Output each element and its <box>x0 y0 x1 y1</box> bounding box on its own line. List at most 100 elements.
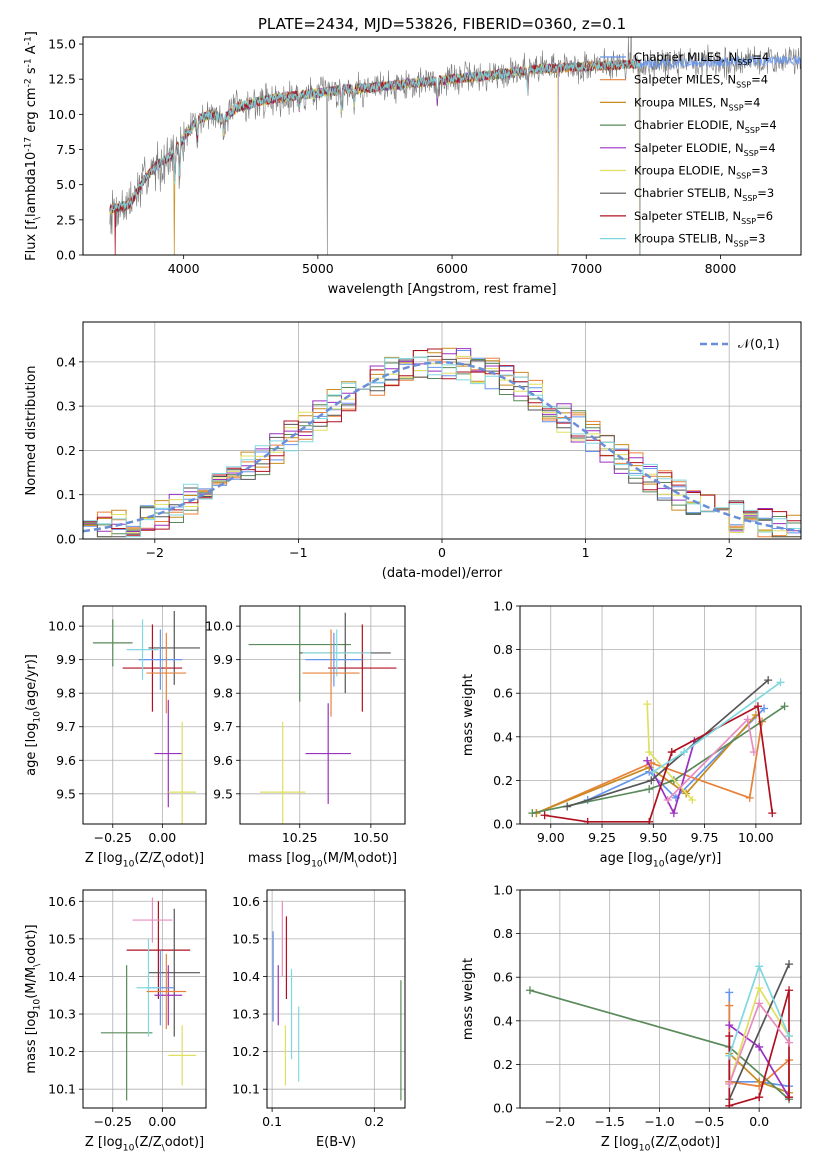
y-tick-label: 0.0 <box>56 532 76 547</box>
y-tick-label: 10.6 <box>48 894 76 909</box>
y-tick-label: 10.0 <box>205 619 233 634</box>
weight-marker <box>688 796 697 805</box>
x-axis-label: Z [log10(Z/Z\odot)] <box>85 851 204 870</box>
x-tick-label: 0.2 <box>364 1114 384 1129</box>
legend-entry: Chabrier ELODIE, NSSP=4 <box>634 118 777 135</box>
plot-area <box>525 960 794 1108</box>
errorbar-point <box>302 629 371 677</box>
x-tick-label: −0.25 <box>94 830 132 845</box>
x-axis-label: Z [log10(Z/Z\odot)] <box>85 1135 204 1154</box>
y-tick-label: 10.2 <box>48 1044 76 1059</box>
y-tick-label: 1.0 <box>493 599 513 614</box>
grid <box>267 890 405 1108</box>
weight-marker <box>528 809 537 818</box>
y-tick-label: 7.5 <box>56 142 76 157</box>
y-tick-label: 0.2 <box>56 443 76 458</box>
weight-marker <box>725 1032 734 1041</box>
y-tick-label: 0.4 <box>493 1013 513 1028</box>
weight-marker <box>745 793 754 802</box>
weight-marker <box>725 1051 734 1060</box>
x-tick-label: 1 <box>582 545 590 560</box>
y-tick-label: 10.0 <box>48 107 76 122</box>
errorbar-point <box>248 606 351 702</box>
y-axis-label: Normed distribution <box>24 366 39 496</box>
y-tick-label: 9.5 <box>56 786 76 801</box>
plot-area <box>109 37 801 255</box>
y-tick-label: 0.0 <box>56 248 76 263</box>
weight-series <box>649 678 785 776</box>
y-axis-label: mass weight <box>461 674 476 756</box>
weight-marker <box>743 715 752 724</box>
x-tick-label: 5000 <box>302 261 334 276</box>
errorbar-point <box>328 624 397 712</box>
x-tick-label: 0.00 <box>148 830 176 845</box>
weight-marker <box>780 702 789 711</box>
weight-marker <box>649 767 658 776</box>
y-tick-label: 0.6 <box>493 970 513 985</box>
y-tick-label: 0.4 <box>493 729 513 744</box>
weight-marker <box>725 988 734 997</box>
weight-marker <box>768 809 777 818</box>
axes: −2 −1 0 1 2 0.0 0.1 0.2 0.3 0.4 (data-model)/error… <box>24 321 802 581</box>
y-tick-label: 9.9 <box>56 652 76 667</box>
x-tick-label: −0.5 <box>694 1114 724 1129</box>
weight-marker <box>755 1093 764 1102</box>
y-tick-label: 2.5 <box>56 212 76 227</box>
panel-weight_vs_age: 9.00 9.25 9.50 9.75 10.00 0.0 0.2 0.4 0.6 0.8 1.0 a… <box>461 599 802 870</box>
weight-marker <box>753 702 762 711</box>
x-axis-label: wavelength [Angstrom, rest frame] <box>328 282 557 297</box>
errorbar-point <box>138 629 183 690</box>
x-tick-label: 7000 <box>570 261 602 276</box>
panel-age_vs_Z: −0.25 0.00 9.5 9.6 9.7 9.8 9.9 10.0 Z [log10(Z/Z… <box>24 605 207 870</box>
errorbar-point <box>146 632 187 714</box>
axes: 9.00 9.25 9.50 9.75 10.00 0.0 0.2 0.4 0.6 0.8 1.0 a… <box>461 599 802 870</box>
weight-marker <box>563 802 572 811</box>
y-tick-label: 5.0 <box>56 177 76 192</box>
y-tick-label: 0.6 <box>493 686 513 701</box>
errorbar-point <box>132 897 173 943</box>
plot-area <box>92 611 201 824</box>
y-tick-label: 9.7 <box>56 719 76 734</box>
x-tick-label: 9.50 <box>639 830 667 845</box>
weight-marker <box>785 1093 794 1102</box>
x-tick-label: 10.00 <box>738 830 774 845</box>
grid <box>240 606 405 824</box>
y-tick-label: 1.0 <box>493 883 513 898</box>
panel-age_vs_mass: 10.25 10.50 9.5 9.6 9.7 9.8 9.9 10.0 mass [log10… <box>205 605 406 870</box>
y-tick-label: 10.4 <box>48 969 76 984</box>
grid <box>520 889 801 1109</box>
y-tick-label: 0.3 <box>56 399 76 414</box>
legend-entry: Kroupa ELODIE, NSSP=3 <box>634 164 768 181</box>
y-axis-label: age [log10(age/yr)] <box>24 654 43 776</box>
x-tick-label: 0 <box>438 545 446 560</box>
errorbar-point <box>168 721 197 824</box>
axes-frame <box>239 605 406 825</box>
x-tick-label: 0.00 <box>148 1114 176 1129</box>
x-tick-label: −2 <box>146 545 164 560</box>
y-tick-label: 10.5 <box>232 931 260 946</box>
errorbar-point <box>146 953 187 1030</box>
weight-line <box>728 963 790 1100</box>
normal-curve <box>83 361 801 533</box>
weight-marker <box>785 1038 794 1047</box>
y-axis-label: Flux [f\lambda10-17 erg cm-2 s-1 A-1] <box>23 31 42 261</box>
weight-marker <box>645 785 654 794</box>
x-axis-label: Z [log10(Z/Z\odot)] <box>601 1135 720 1154</box>
y-tick-label: 15.0 <box>48 37 76 52</box>
errorbar-point <box>126 619 159 680</box>
histogram-8 <box>83 356 801 538</box>
errorbar-point <box>92 619 133 667</box>
legend-entry: Chabrier MILES, NSSP=4 <box>634 50 769 67</box>
y-tick-label: 10.1 <box>48 1082 76 1097</box>
axes: −0.25 0.00 10.1 10.2 10.3 10.4 10.5 10.6 Z [log1… <box>24 889 207 1154</box>
y-tick-label: 10.4 <box>232 969 260 984</box>
errorbar-point <box>100 965 153 1101</box>
y-tick-label: 0.8 <box>493 642 513 657</box>
weight-marker <box>645 748 654 757</box>
x-tick-label: −1.5 <box>595 1114 625 1129</box>
y-tick-label: 9.6 <box>56 753 76 768</box>
y-tick-label: 10.5 <box>48 931 76 946</box>
y-tick-label: 9.6 <box>213 753 233 768</box>
errorbar-point <box>148 611 201 685</box>
